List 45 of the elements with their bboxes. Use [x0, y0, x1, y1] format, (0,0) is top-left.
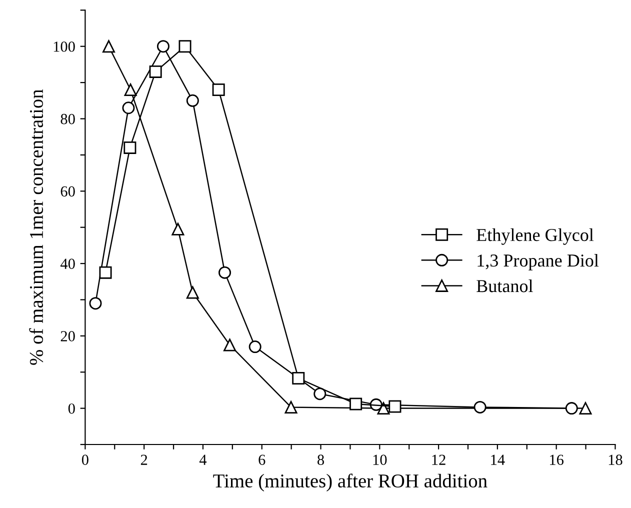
point	[388, 400, 402, 413]
point	[178, 40, 192, 53]
point	[284, 400, 298, 414]
point	[186, 286, 199, 299]
point	[102, 40, 115, 53]
x-tick-label: 8	[318, 454, 324, 465]
point	[579, 402, 592, 415]
x-tick-label: 6	[258, 454, 266, 465]
point	[122, 102, 135, 114]
legend-label: Ethylene Glycol	[476, 228, 594, 245]
x-tick-label: 12	[432, 454, 446, 465]
point	[292, 372, 305, 385]
y-tick-label: 60	[60, 186, 75, 197]
point	[156, 40, 170, 53]
x-tick-label: 2	[140, 454, 148, 465]
point	[224, 338, 236, 352]
y-tick-label: 0	[68, 403, 75, 414]
point	[172, 222, 184, 236]
point	[218, 266, 232, 279]
point	[99, 266, 112, 279]
y-tick-label: 100	[54, 41, 75, 52]
y-tick-label: 40	[60, 258, 75, 269]
x-tick-label: 16	[550, 454, 564, 465]
x-tick-label: 14	[491, 454, 505, 465]
x-tick-label: 4	[199, 454, 207, 465]
point	[124, 141, 136, 154]
y-tick-label: 80	[60, 114, 75, 124]
x-tick-label: 0	[82, 454, 88, 465]
point	[186, 94, 199, 107]
x-axis-title: Time (minutes) after ROH addition	[213, 474, 488, 492]
point	[474, 400, 486, 414]
legend-label: Butanol	[476, 279, 533, 292]
point	[314, 388, 326, 400]
y-axis-title: % of maximum 1mer concentration	[29, 89, 44, 365]
point	[89, 297, 102, 310]
legend-label: 1,3 Propane Diol	[478, 254, 599, 270]
point	[212, 84, 225, 96]
x-tick-label: 10	[373, 454, 387, 465]
point	[565, 402, 578, 415]
y-tick-label: 20	[60, 331, 75, 342]
x-tick-label: 18	[608, 454, 622, 465]
point	[350, 398, 362, 410]
point	[124, 84, 137, 96]
point	[248, 340, 262, 354]
point	[149, 65, 162, 78]
